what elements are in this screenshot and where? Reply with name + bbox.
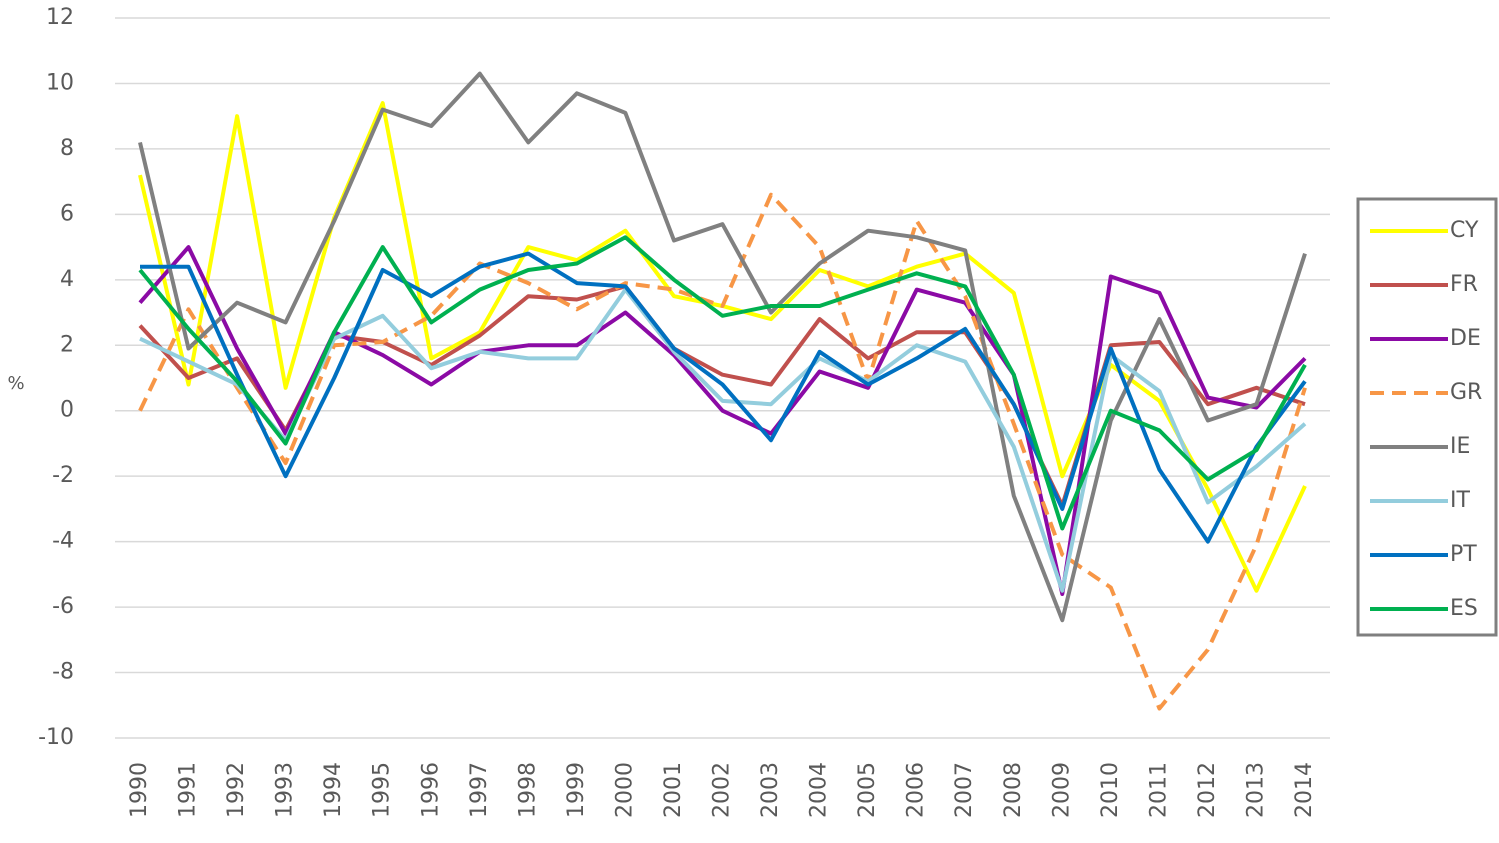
x-tick-label: 2002 [710, 762, 735, 818]
y-tick-label: 2 [60, 332, 74, 357]
legend-label: ES [1450, 596, 1478, 621]
x-tick-label: 2008 [1001, 762, 1026, 818]
legend-label: CY [1450, 218, 1479, 243]
x-tick-label: 1998 [515, 762, 540, 818]
x-tick-label: 1997 [467, 762, 492, 818]
y-tick-label: -2 [52, 463, 74, 488]
legend-label: FR [1450, 272, 1478, 297]
x-tick-label: 2005 [855, 762, 880, 818]
x-tick-label: 2011 [1146, 762, 1171, 818]
series-line [140, 251, 1307, 544]
y-axis-label: % [7, 373, 24, 394]
legend-label: DE [1450, 326, 1481, 351]
x-tick-label: 1999 [564, 762, 589, 818]
x-tick-label: 2010 [1098, 762, 1123, 818]
x-tick-label: 2009 [1049, 762, 1074, 818]
x-tick-label: 1990 [127, 762, 152, 818]
x-tick-label: 2004 [807, 762, 832, 818]
x-tick-label: 1993 [273, 762, 298, 818]
series-line [138, 71, 1307, 623]
legend-label: IT [1450, 488, 1470, 513]
x-tick-label: 2003 [758, 762, 783, 818]
y-tick-label: 4 [60, 267, 74, 292]
series-line [138, 101, 1307, 593]
y-tick-label: 6 [60, 201, 74, 226]
legend-label: GR [1450, 380, 1482, 405]
x-tick-label: 2006 [904, 762, 929, 818]
legend-label: PT [1450, 542, 1477, 567]
x-tick-label: 2012 [1195, 762, 1220, 818]
x-tick-label: 2014 [1292, 762, 1317, 818]
series-line [139, 287, 1307, 593]
x-tick-label: 2000 [612, 762, 637, 818]
y-tick-label: 0 [60, 398, 74, 423]
y-tick-label: -6 [52, 594, 74, 619]
x-tick-label: 1991 [176, 762, 201, 818]
x-tick-label: 1995 [370, 762, 395, 818]
y-tick-label: 8 [60, 136, 74, 161]
y-tick-label: 10 [46, 70, 74, 95]
series-line [138, 235, 1307, 531]
y-tick-label: -4 [52, 529, 74, 554]
x-tick-label: 2001 [661, 762, 686, 818]
series-line [138, 192, 1307, 711]
legend-label: IE [1450, 434, 1470, 459]
x-tick-label: 2013 [1243, 762, 1268, 818]
x-tick-label: 1994 [321, 762, 346, 818]
x-tick-label: 2007 [952, 762, 977, 818]
legend-box [1356, 197, 1498, 637]
y-tick-label: 12 [46, 5, 74, 30]
y-tick-label: -8 [52, 660, 74, 685]
y-tick-label: -10 [38, 725, 74, 750]
x-tick-label: 1996 [418, 762, 443, 818]
x-tick-label: 1992 [224, 762, 249, 818]
